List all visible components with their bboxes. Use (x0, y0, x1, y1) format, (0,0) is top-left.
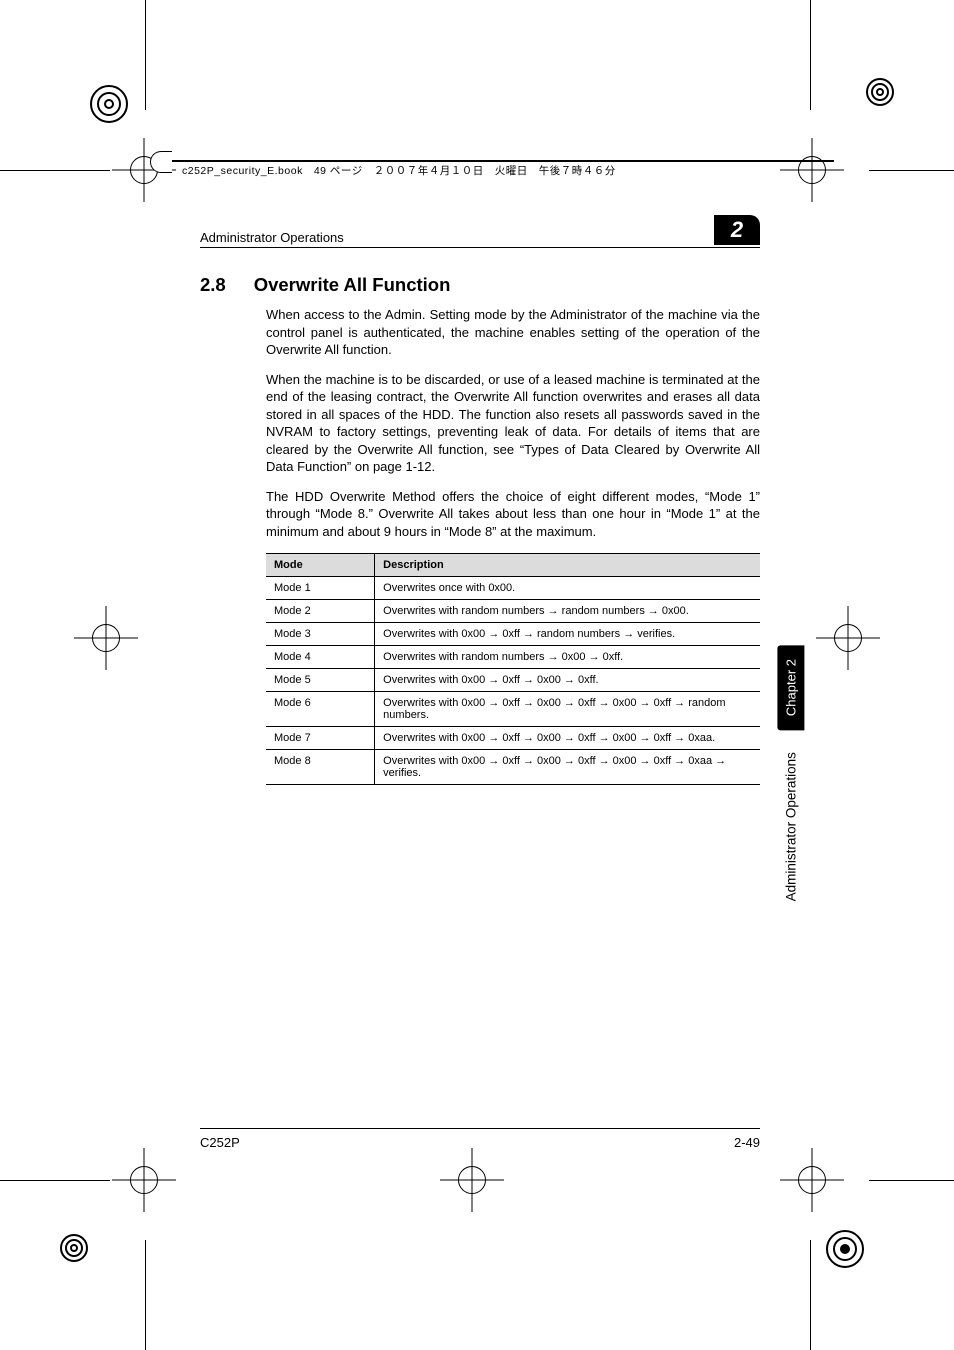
body-text: When access to the Admin. Setting mode b… (266, 306, 760, 785)
page-content: Administrator Operations 2 2.8 Overwrite… (200, 215, 760, 785)
crop-mark (145, 0, 146, 110)
crosshair-icon (816, 606, 880, 670)
table-row: Mode 2 Overwrites with random numbers → … (266, 599, 760, 622)
mode-cell: Mode 3 (266, 622, 375, 645)
description-cell: Overwrites with 0x00 → 0xff → random num… (375, 622, 760, 645)
description-cell: Overwrites with random numbers → random … (375, 599, 760, 622)
description-cell: Overwrites with 0x00 → 0xff → 0x00 → 0xf… (375, 691, 760, 726)
side-tab: Administrator Operations Chapter 2 (777, 645, 804, 901)
paragraph: When the machine is to be discarded, or … (266, 371, 760, 476)
crosshair-icon (112, 1148, 176, 1212)
modes-table: Mode Description Mode 1 Overwrites once … (266, 553, 760, 785)
crosshair-icon (440, 1148, 504, 1212)
footer-model-label: C252P (200, 1135, 240, 1150)
paragraph: When access to the Admin. Setting mode b… (266, 306, 760, 359)
running-header-chapter-chip: 2 (714, 215, 760, 245)
crosshair-icon (74, 606, 138, 670)
table-row: Mode 5 Overwrites with 0x00 → 0xff → 0x0… (266, 668, 760, 691)
crop-mark (810, 1240, 811, 1350)
mode-cell: Mode 7 (266, 726, 375, 749)
mode-cell: Mode 1 (266, 576, 375, 599)
table-header-mode: Mode (266, 553, 375, 576)
section-title: Overwrite All Function (254, 274, 451, 296)
crosshair-icon (780, 1148, 844, 1212)
description-cell: Overwrites with random numbers → 0x00 → … (375, 645, 760, 668)
table-row: Mode 8 Overwrites with 0x00 → 0xff → 0x0… (266, 749, 760, 784)
reg-mark-icon (866, 78, 894, 106)
table-row: Mode 7 Overwrites with 0x00 → 0xff → 0x0… (266, 726, 760, 749)
side-tab-chapter-chip: Chapter 2 (777, 645, 804, 730)
spine-tab-icon (150, 151, 172, 173)
paragraph: The HDD Overwrite Method offers the choi… (266, 488, 760, 541)
spine-rule (170, 160, 834, 162)
running-header-rule (200, 247, 760, 248)
crop-mark (869, 170, 954, 171)
footer-rule (200, 1128, 760, 1129)
mode-cell: Mode 4 (266, 645, 375, 668)
mode-cell: Mode 5 (266, 668, 375, 691)
description-cell: Overwrites with 0x00 → 0xff → 0x00 → 0xf… (375, 749, 760, 784)
running-header-title: Administrator Operations (200, 230, 344, 245)
table-row: Mode 4 Overwrites with random numbers → … (266, 645, 760, 668)
mode-cell: Mode 6 (266, 691, 375, 726)
mode-cell: Mode 2 (266, 599, 375, 622)
table-row: Mode 3 Overwrites with 0x00 → 0xff → ran… (266, 622, 760, 645)
table-header-description: Description (375, 553, 760, 576)
mode-cell: Mode 8 (266, 749, 375, 784)
crosshair-icon (780, 138, 844, 202)
crop-mark (0, 170, 110, 171)
section-number: 2.8 (200, 274, 226, 296)
section-heading: 2.8 Overwrite All Function (200, 274, 760, 296)
side-tab-section-label: Administrator Operations (783, 752, 798, 901)
reg-mark-icon (60, 1234, 88, 1262)
description-cell: Overwrites once with 0x00. (375, 576, 760, 599)
page-footer: C252P 2-49 (200, 1128, 760, 1150)
table-row: Mode 6 Overwrites with 0x00 → 0xff → 0x0… (266, 691, 760, 726)
description-cell: Overwrites with 0x00 → 0xff → 0x00 → 0xf… (375, 726, 760, 749)
table-row: Mode 1 Overwrites once with 0x00. (266, 576, 760, 599)
description-cell: Overwrites with 0x00 → 0xff → 0x00 → 0xf… (375, 668, 760, 691)
crop-mark (810, 0, 811, 110)
crop-mark (869, 1180, 954, 1181)
crop-mark (145, 1240, 146, 1350)
table-header-row: Mode Description (266, 553, 760, 576)
footer-page-number: 2-49 (734, 1135, 760, 1150)
running-header: Administrator Operations 2 (200, 215, 760, 245)
reg-mark-icon (826, 1230, 864, 1268)
crop-mark (0, 1180, 110, 1181)
reg-mark-icon (90, 85, 128, 123)
spine-filename-text: c252P_security_E.book 49 ページ ２００７年４月１０日 … (182, 163, 616, 178)
